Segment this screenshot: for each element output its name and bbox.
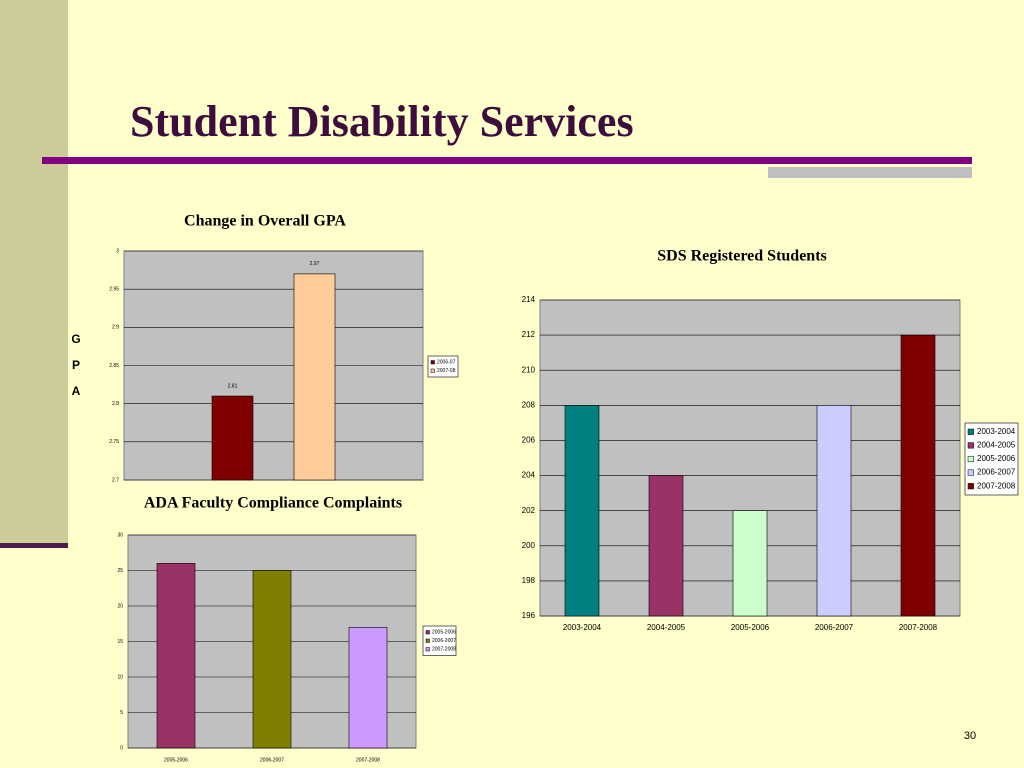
y-tick-label: 10 <box>117 674 123 680</box>
data-label: 2.81 <box>228 383 238 389</box>
legend-swatch <box>967 469 974 476</box>
chart-title: SDS Registered Students <box>657 248 827 265</box>
bar <box>648 475 684 617</box>
legend-label: 2007-08 <box>437 368 456 374</box>
bar <box>732 510 768 617</box>
bar <box>564 405 600 617</box>
legend-label: 2007-2008 <box>977 481 1016 490</box>
x-tick-label: 2007-2008 <box>899 623 938 632</box>
y-tick-label: 5 <box>120 710 123 716</box>
sidebar <box>0 0 68 545</box>
y-tick-label: 25 <box>117 568 123 574</box>
bar <box>211 395 254 481</box>
legend-swatch <box>967 428 974 435</box>
x-tick-label: 2006-2007 <box>815 623 854 632</box>
chart-title: Change in Overall GPA <box>184 213 346 230</box>
y-tick-label: 210 <box>522 365 536 374</box>
legend-swatch <box>967 442 974 449</box>
y-tick-label: 204 <box>522 471 536 480</box>
x-tick-label: 2007-2008 <box>356 757 380 763</box>
legend-swatch <box>967 455 974 463</box>
legend-label: 2005-2006 <box>432 630 456 636</box>
y-tick-label: 196 <box>522 611 536 620</box>
legend-label: 2004-2005 <box>977 441 1016 450</box>
x-tick-label: 2003-2004 <box>563 623 602 632</box>
y-tick-label: 198 <box>522 576 536 585</box>
legend-swatch <box>967 483 974 490</box>
legend-label: 2003-2004 <box>977 427 1016 436</box>
y-tick-label: 212 <box>522 330 536 339</box>
x-tick-label: 2005-2006 <box>731 623 770 632</box>
legend-label: 2006-2007 <box>977 468 1016 477</box>
legend-label: 2007-2008 <box>432 647 456 653</box>
sidebar-rule <box>0 543 68 548</box>
bar <box>900 334 936 617</box>
chart-title: ADA Faculty Compliance Complaints <box>144 495 402 512</box>
title-accent <box>768 167 972 178</box>
y-tick-label: 202 <box>522 506 536 515</box>
bar <box>348 626 388 749</box>
bar <box>293 273 336 481</box>
legend-swatch <box>430 368 435 373</box>
legend-swatch <box>425 630 430 635</box>
y-tick-label: 30 <box>117 532 123 538</box>
legend-swatch <box>425 638 430 643</box>
legend-swatch <box>430 360 435 365</box>
bar <box>816 405 852 617</box>
y-tick-label: 208 <box>522 400 536 409</box>
slide-title: Student Disability Services <box>130 97 634 146</box>
y-axis-label: GPA <box>71 332 81 398</box>
x-tick-label: 2005-2006 <box>164 757 188 763</box>
legend-swatch <box>425 647 430 652</box>
legend-label: 2006-07 <box>437 360 456 366</box>
y-tick-label: 2.95 <box>109 286 119 292</box>
bar <box>252 570 292 749</box>
x-tick-label: 2006-2007 <box>260 757 284 763</box>
y-tick-label: 20 <box>117 603 123 609</box>
bar <box>156 563 196 749</box>
legend-label: 2006-2007 <box>432 638 456 644</box>
legend-label: 2005-2006 <box>977 454 1016 463</box>
x-tick-label: 2004-2005 <box>647 623 686 632</box>
y-tick-label: 206 <box>522 436 536 445</box>
y-tick-label: 15 <box>117 639 123 645</box>
y-tick-label: 2.8 <box>112 401 119 407</box>
y-tick-label: 214 <box>522 295 536 304</box>
legend-box <box>427 355 459 378</box>
y-tick-label: 200 <box>522 541 536 550</box>
page-number: 30 <box>964 730 976 742</box>
title-rule <box>42 157 972 164</box>
y-tick-label: 0 <box>120 745 123 751</box>
data-label: 2.97 <box>310 261 320 267</box>
y-tick-label: 2.85 <box>109 363 119 369</box>
y-tick-label: 2.9 <box>112 325 119 331</box>
y-tick-label: 2.7 <box>112 477 119 483</box>
y-tick-label: 2.75 <box>109 439 119 445</box>
y-tick-label: 3 <box>116 248 119 254</box>
